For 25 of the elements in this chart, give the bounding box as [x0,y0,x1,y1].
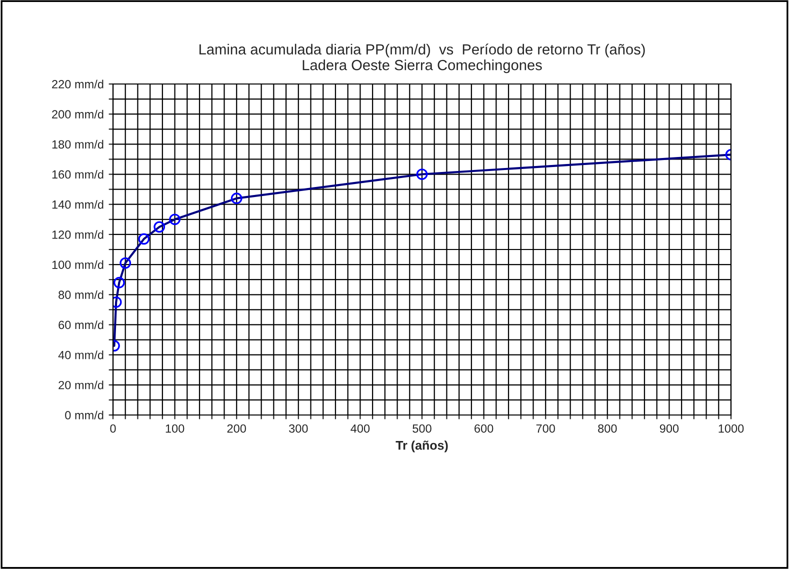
x-tick-label: 300 [289,424,308,433]
x-tick-label: 100 [166,424,184,433]
y-tick-label: 20 mm/d [58,380,104,390]
y-tick-label: 0 mm/d [65,410,104,420]
y-tick-label: 160 mm/d [52,170,104,179]
chart-title: Lamina acumulada diaria PP(mm/d) vs Período de retorno Tr (años) Ladera Oeste Sierra Comechingones [200,44,645,74]
x-tick-label: 900 [660,424,679,433]
x-tick-label: 200 [227,424,246,433]
x-tick-label: 600 [474,424,494,433]
y-tick-label: 200 mm/d [52,110,104,118]
x-axis-title: Tr (años) [396,440,448,452]
y-tick-label: 100 mm/d [52,260,104,269]
y-tick-label: 40 mm/d [58,350,104,360]
x-tick-label: 700 [536,424,555,433]
x-tick-label: 400 [350,424,370,433]
y-tick-label: 60 mm/d [58,320,104,330]
y-tick-label: 180 mm/d [52,140,104,149]
x-tick-label: 1000 [718,424,744,433]
x-tick-label: 500 [412,424,432,433]
x-tick-label: 0 [110,424,116,433]
y-tick-label: 120 mm/d [52,230,104,239]
y-tick-label: 140 mm/d [52,200,104,209]
x-tick-label: 800 [598,424,617,433]
y-tick-label: 80 mm/d [58,290,104,300]
y-tick-label: 220 mm/d [52,80,104,88]
